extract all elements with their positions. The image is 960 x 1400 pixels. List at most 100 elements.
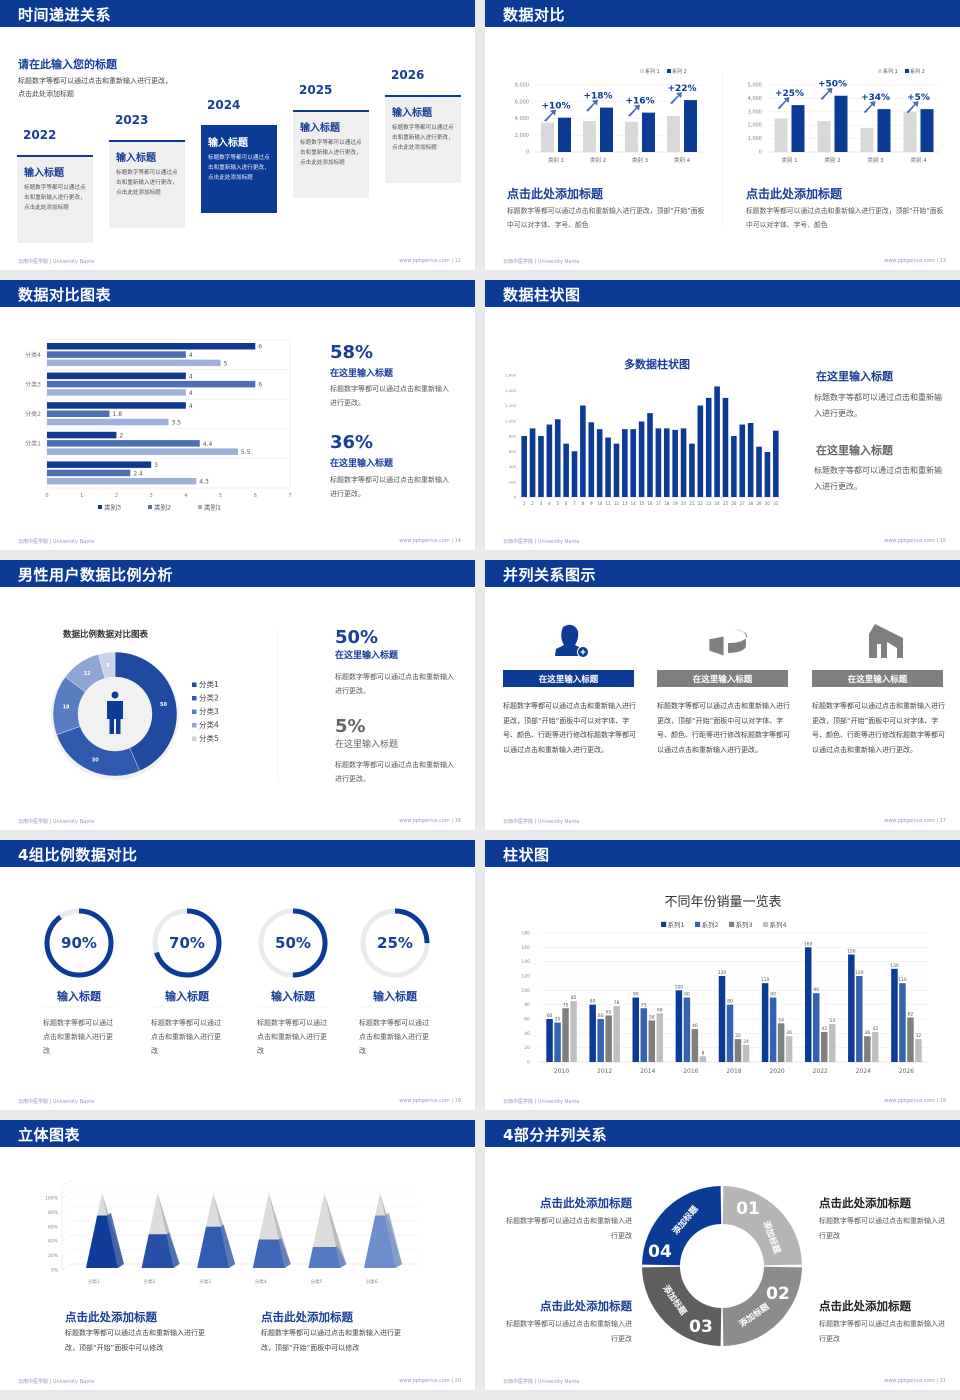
legend-swatch	[661, 921, 667, 927]
x-tick-label: 14	[631, 501, 637, 506]
x-tick-label: 2014	[640, 1068, 655, 1075]
pyramid-value	[197, 1226, 230, 1268]
x-tick-label: 2024	[856, 1068, 871, 1075]
timeline-card[interactable]: 输入标题 标题数字等都可以通过点击和重新输入进行更改，点击此处添加标题	[385, 95, 461, 183]
timeline-card-text: 标题数字等都可以通过点击和重新输入进行更改，点击此处添加标题	[300, 140, 362, 166]
block-text: 标题数字等都可以通过点击和重新输入进行更改	[506, 1320, 632, 1343]
stat-value: 50%	[335, 627, 379, 648]
timeline-card[interactable]: 输入标题 标题数字等都可以通过点击和重新输入进行更改，点击此处添加标题	[109, 140, 185, 228]
x-tick-label: 30	[765, 501, 771, 506]
page-number: 18	[454, 1098, 461, 1104]
footer-url: www.pptgenius.com	[399, 1098, 450, 1104]
x-tick-label: 10	[597, 501, 603, 506]
person-icon	[107, 701, 123, 734]
block-text: 标题数字等都可以通过点击和重新输入进行更改	[819, 1217, 945, 1240]
data-label: 78	[614, 1000, 620, 1006]
bar	[47, 402, 186, 409]
legend-label: 系列 1	[645, 68, 660, 75]
bar	[632, 997, 640, 1062]
timeline-card[interactable]: 输入标题 标题数字等都可以通过点击和重新输入进行更改，点击此处添加标题	[201, 125, 277, 213]
timeline-card-title: 输入标题	[208, 138, 248, 149]
x-tick-label: 21	[689, 501, 695, 506]
x-tick-label: 分类4	[255, 1278, 267, 1285]
legend-swatch	[729, 921, 735, 927]
cycle-segment	[642, 1186, 722, 1266]
x-tick-label: 类别 3	[867, 156, 884, 164]
timeline-card[interactable]: 输入标题 标题数字等都可以通过点击和重新输入进行更改，点击此处添加标题	[17, 155, 93, 243]
segment-number: 01	[736, 1199, 760, 1219]
y-tick-label: 分类1	[25, 440, 41, 448]
bar	[613, 1006, 620, 1062]
data-label: 46	[692, 1023, 698, 1029]
growth-arrow-icon	[628, 104, 640, 117]
user-add-icon	[555, 624, 589, 658]
legend-label: 分类4	[199, 720, 219, 730]
footer-university: 云南中医学院 | University Name	[18, 259, 95, 265]
data-label: 8	[701, 1050, 704, 1056]
chart-title: 不同年份销量一览表	[664, 894, 781, 910]
bar	[820, 1031, 828, 1062]
y-tick-label: 分类2	[25, 410, 41, 418]
bar	[648, 1020, 656, 1062]
legend-label: 系列 1	[883, 68, 898, 75]
stat-text: 标题数字等都可以通过点击和重新输入进行更改。	[330, 385, 449, 407]
footer-university: 云南中医学院 | University Name	[503, 819, 580, 825]
data-label: 4.3	[199, 479, 209, 486]
slide-graphics	[0, 0, 475, 270]
slide-bar-chart: 柱状图 不同年份销量一览表 系列1 系列2 系列3 系列4 0 20 40 60 80 100 120 1…	[485, 840, 960, 1110]
bar	[605, 437, 611, 497]
gridline	[61, 1191, 73, 1199]
stat-subtitle: 在这里输入标题	[335, 651, 399, 661]
legend-swatch	[763, 921, 769, 927]
bar	[705, 397, 712, 497]
bar	[697, 405, 704, 497]
bar	[891, 968, 898, 1062]
data-label: 75	[641, 1002, 647, 1008]
ring-text: 标题数字等都可以通过点击和重新输入进行更改	[43, 1019, 113, 1055]
timeline-card-title: 输入标题	[300, 123, 340, 134]
timeline-card[interactable]: 输入标题标题数字等都可以通过点击和重新输入进行更改，点击此处添加标题	[293, 110, 369, 198]
item-label-bar[interactable]: 在这里输入标题	[657, 670, 788, 687]
slide-header: 时间递进关系	[0, 0, 475, 27]
bar	[630, 429, 637, 497]
y-tick-label: 140	[521, 959, 530, 965]
ring-text: 标题数字等都可以通过点击和重新输入进行更改	[257, 1019, 327, 1055]
x-tick-label: 7	[573, 501, 576, 506]
footer-separator: |	[449, 258, 455, 264]
x-tick-label: 4	[548, 501, 551, 506]
x-tick-label: 类别 4	[910, 156, 927, 164]
legend-swatch	[98, 505, 102, 509]
x-tick-label: 27	[740, 501, 746, 506]
ring-percent: 25%	[377, 934, 413, 952]
growth-arrow-icon	[863, 101, 876, 114]
data-label: 2	[119, 433, 123, 440]
legend-swatch	[640, 69, 644, 73]
x-tick-label: 1	[80, 493, 83, 499]
bar	[47, 359, 221, 367]
pyramid-value	[364, 1215, 396, 1268]
item-label-bar[interactable]: 在这里输入标题	[503, 670, 634, 687]
block-text: 标题数字等都可以通过点击和重新输入进行更改，顶部“开始”面板中可以修改	[65, 1329, 205, 1352]
bar	[655, 428, 662, 497]
slide-column-chart: 数据柱状图 在这里输入标题 标题数字等都可以通过点击和重新输入进行更改。 在这里输入标…	[485, 280, 960, 550]
ring-title: 输入标题	[271, 990, 315, 1003]
pie-body	[728, 629, 748, 653]
data-label: 42	[872, 1026, 878, 1032]
item-label-bar[interactable]: 在这里输入标题	[812, 670, 943, 687]
x-tick-label: 7	[288, 493, 291, 499]
footer-site: www.pptgenius.com | 12	[399, 258, 461, 264]
footer-url: www.pptgenius.com	[884, 258, 935, 264]
growth-arrow-icon	[820, 87, 833, 100]
bar	[756, 446, 762, 497]
data-label: 55	[555, 1017, 561, 1023]
slide-title: 数据柱状图	[503, 286, 581, 304]
x-tick-label: 类别 2	[824, 156, 840, 164]
block-heading: 点击此处添加标题	[540, 1196, 632, 1210]
bar	[600, 107, 613, 152]
bar	[546, 1019, 553, 1062]
footer-university: 云南中医学院 | University Name	[503, 259, 580, 265]
bar	[777, 1023, 785, 1062]
item-text: 标题数字等都可以通过点击和重新输入进行更改，顶部“开始”面板中可以对字体、字号、…	[503, 702, 636, 754]
growth-label: +34%	[861, 93, 890, 103]
x-tick-label: 2	[115, 493, 118, 499]
